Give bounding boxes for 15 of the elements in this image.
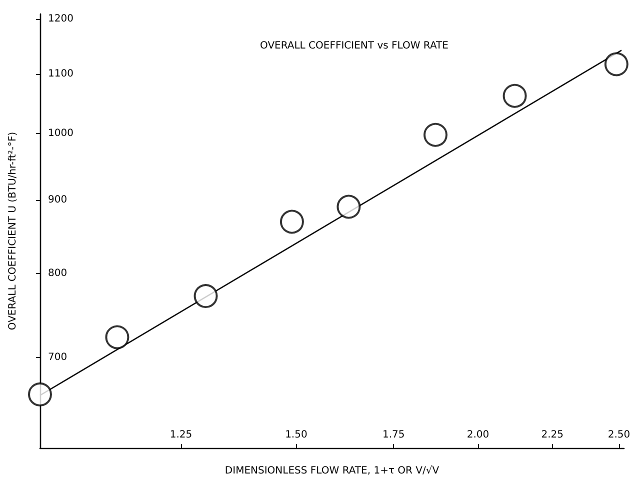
x-axis-title: DIMENSIONLESS FLOW RATE, 1+τ OR V/√V [224,464,440,476]
x-tick-label: 2.00 [466,430,490,440]
x-tick-label: 1.50 [285,430,308,440]
x-tick-label: 1.75 [382,430,405,440]
x-tick-label: 2.25 [541,430,564,440]
y-tick-label: 900 [48,194,68,206]
y-tick-label: 700 [48,352,68,363]
x-tick-label: 1.25 [170,430,192,440]
text: OVERALL COEFFICIENT vs FLOW RATE [260,40,448,52]
x-tick-label: 2.50 [608,430,630,440]
y-tick-label: 1000 [48,128,74,140]
y-tick-label: 1100 [48,68,74,80]
y-tick-label: 1200 [48,14,74,25]
y-tick-label: 800 [48,268,68,280]
y-axis-title: OVERALL COEFFICIENT U (BTU/hr-ft²-°F) [8,132,18,330]
